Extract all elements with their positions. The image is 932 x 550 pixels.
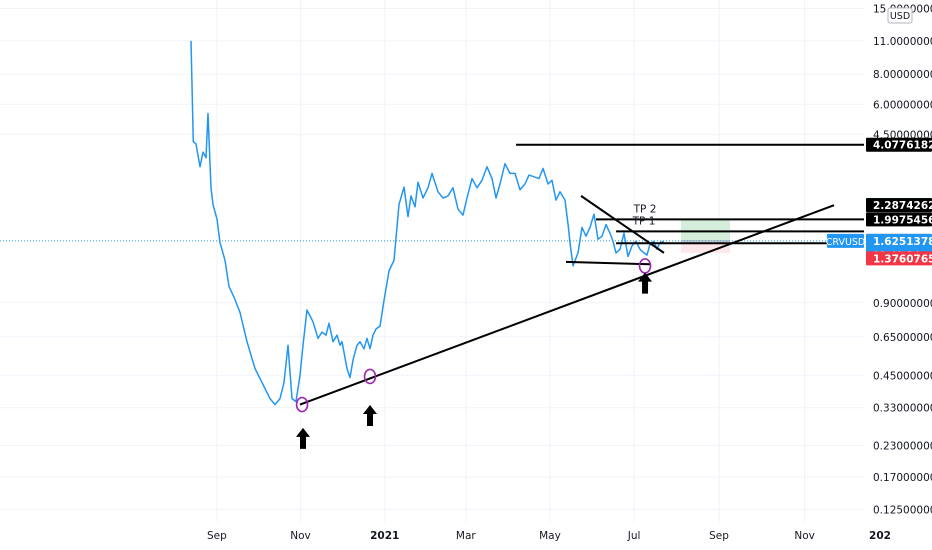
chart-grid xyxy=(0,0,881,522)
price-axis-tick-label: 0.45000000 xyxy=(873,370,932,382)
price-label-box xyxy=(866,198,932,213)
trend-line[interactable] xyxy=(299,204,835,406)
arrow-up-icon[interactable] xyxy=(638,272,653,294)
price-series xyxy=(0,40,864,406)
arrow-up-icon[interactable] xyxy=(363,404,378,426)
time-axis-bg xyxy=(0,522,932,550)
time-axis-tick-label: Nov xyxy=(290,530,311,542)
take-profit-label: TP 2 xyxy=(633,204,657,216)
price-axis-tick-label: 0.90000000 xyxy=(873,298,932,310)
price-label-text: 1.37607659 xyxy=(873,253,932,265)
price-label-text: 1.99754569 xyxy=(873,214,932,226)
time-axis-tick-label: Nov xyxy=(794,530,815,542)
pivot-circle[interactable] xyxy=(295,396,309,413)
price-label-text: 1.62513784 xyxy=(873,236,932,248)
time-axis-tick-label: May xyxy=(539,530,561,542)
time-axis-tick-label: Sep xyxy=(207,530,227,542)
price-label-text: 4.07761829 xyxy=(873,140,932,152)
price-axis-tick-label: 0.65000000 xyxy=(873,332,932,344)
price-line xyxy=(190,40,665,406)
take-profit-label: TP 1 xyxy=(632,215,656,227)
price-label-box xyxy=(866,137,932,152)
symbol-tag-text: CRVUSD xyxy=(826,237,866,248)
position-profit-zone[interactable] xyxy=(680,219,731,241)
price-axis-tick-label: 6.00000000 xyxy=(873,99,932,111)
trend-line[interactable] xyxy=(565,260,652,266)
time-axis-tick-label: 202 xyxy=(869,530,891,542)
arrow-up-icon[interactable] xyxy=(295,427,310,449)
currency-badge-text: USD xyxy=(890,11,910,22)
pivot-circle[interactable] xyxy=(363,368,377,385)
price-labels: 4.077618292.292473432.287426281.99754569… xyxy=(826,137,932,266)
price-axis-tick-label: 11.00000000 xyxy=(873,36,932,48)
price-axis-bg xyxy=(864,0,932,550)
trend-line[interactable] xyxy=(580,195,665,254)
time-axis-tick-label: Sep xyxy=(709,530,729,542)
price-label-box xyxy=(866,212,932,227)
price-axis-tick-label: 0.23000000 xyxy=(873,440,932,452)
pivot-circle[interactable] xyxy=(638,258,652,274)
time-axis[interactable]: Sep Nov 2021 Mar May Jul Sep Nov 202 xyxy=(0,522,932,550)
price-axis-tick-label: 0.12500000 xyxy=(873,504,932,516)
drawings[interactable]: TP 2TP 1 xyxy=(295,143,865,449)
position-loss-zone[interactable] xyxy=(680,240,731,253)
price-axis-tick-label: 8.00000000 xyxy=(873,69,932,81)
price-label-text: 2.28742628 xyxy=(873,200,932,212)
price-axis[interactable]: 15.0000000011.000000008.000000006.000000… xyxy=(864,0,932,550)
price-label-box xyxy=(866,251,932,266)
symbol-tag xyxy=(827,233,864,248)
time-axis-tick-label: Jul xyxy=(627,530,641,542)
time-axis-tick-label: Mar xyxy=(456,530,476,542)
price-axis-tick-label: 0.17000000 xyxy=(873,472,932,484)
time-axis-tick-label: 2021 xyxy=(370,530,399,542)
currency-badge[interactable] xyxy=(887,7,913,24)
price-axis-tick-label: 0.33000000 xyxy=(873,403,932,415)
